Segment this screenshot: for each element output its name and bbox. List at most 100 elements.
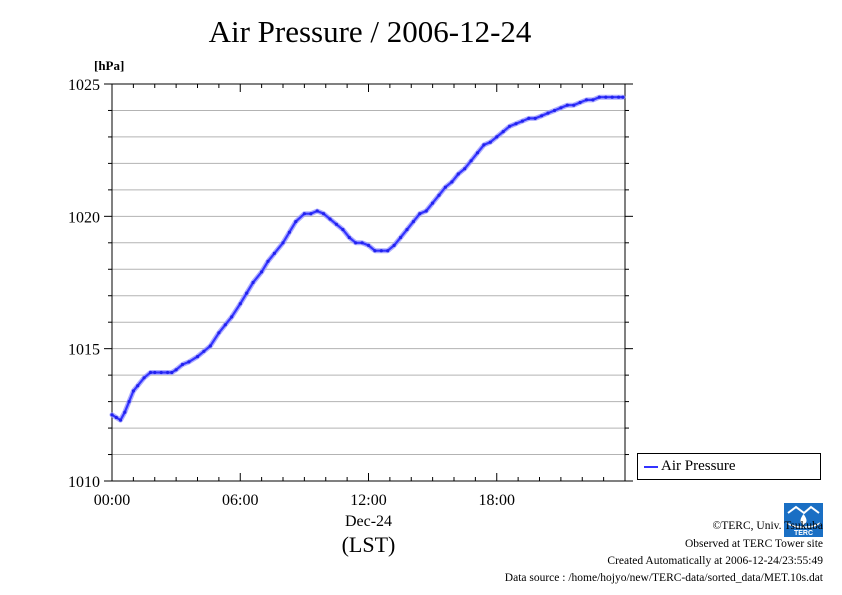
data-point — [110, 413, 114, 417]
data-point — [399, 235, 403, 240]
data-point — [123, 410, 127, 414]
data-point — [488, 140, 492, 144]
data-point — [328, 217, 332, 221]
legend-swatch — [644, 466, 658, 468]
data-point — [379, 249, 383, 253]
data-point — [411, 220, 415, 224]
axis-labels: 1010 1015 1020 1025 00:00 06:00 12:00 18:00 [hPa… — [68, 58, 515, 557]
data-point — [514, 122, 518, 126]
data-point — [153, 370, 157, 375]
chart-title: Air Pressure / 2006-12-24 — [208, 14, 532, 49]
data-point — [431, 201, 435, 205]
y-tick-label: 1010 — [68, 474, 100, 491]
data-point — [373, 249, 377, 253]
data-point — [508, 124, 512, 128]
data-point — [309, 212, 313, 216]
y-tick-label: 1020 — [68, 209, 100, 226]
y-tick-label: 1025 — [68, 77, 100, 94]
data-point — [302, 212, 306, 216]
data-point — [223, 323, 227, 327]
data-point — [463, 167, 467, 171]
data-point — [251, 280, 255, 285]
data-point — [501, 130, 505, 134]
data-point — [469, 159, 473, 163]
data-point — [159, 370, 163, 375]
grid-lines — [112, 109, 625, 456]
data-point — [424, 209, 428, 213]
data-point — [170, 370, 174, 375]
data-point — [533, 116, 537, 120]
y-axis-label: [hPa] — [94, 58, 124, 73]
data-point — [482, 143, 486, 147]
data-point — [281, 241, 285, 245]
data-point — [475, 151, 480, 155]
data-point — [520, 119, 525, 123]
data-point — [142, 376, 146, 380]
data-point — [443, 185, 447, 189]
data-point — [208, 344, 212, 348]
data-point — [437, 193, 441, 197]
data-point — [187, 360, 191, 364]
data-point — [347, 235, 351, 240]
data-point — [118, 418, 123, 422]
data-point — [617, 95, 621, 99]
data-point — [174, 368, 178, 372]
data-point — [360, 241, 364, 245]
data-point — [230, 315, 234, 319]
data-point — [341, 228, 345, 232]
data-point — [597, 95, 602, 99]
series-layer — [109, 94, 626, 423]
footer-source: Data source : /home/hojyo/new/TERC-data/… — [504, 572, 823, 584]
axis-ticks — [104, 83, 633, 482]
data-point — [166, 370, 170, 375]
data-point — [527, 116, 531, 120]
x-axis-unit-label: (LST) — [342, 532, 396, 557]
footer-created: Created Automatically at 2006-12-24/23:5… — [607, 555, 823, 567]
data-point — [610, 95, 614, 99]
data-point — [334, 222, 338, 226]
data-point — [366, 243, 371, 247]
data-point — [217, 331, 221, 335]
data-point — [546, 111, 550, 115]
data-point — [584, 98, 589, 102]
data-point — [287, 230, 291, 234]
data-point — [131, 389, 135, 393]
x-tick-label: 06:00 — [222, 492, 258, 509]
data-point — [572, 103, 576, 107]
data-point — [552, 108, 557, 113]
x-tick-label: 00:00 — [94, 492, 130, 509]
y-tick-label: 1015 — [68, 342, 100, 359]
data-point — [245, 291, 249, 295]
plot-frame — [111, 83, 626, 482]
x-tick-label: 12:00 — [350, 492, 386, 509]
data-point — [456, 172, 460, 176]
data-point — [238, 302, 242, 306]
logo-text: TERC — [794, 530, 813, 537]
data-point — [450, 180, 454, 184]
data-point — [386, 249, 390, 253]
data-point — [315, 209, 319, 213]
data-point — [591, 98, 595, 102]
data-point — [148, 370, 153, 375]
data-point — [266, 259, 270, 263]
data-point — [294, 220, 298, 224]
data-point — [136, 384, 140, 388]
data-point — [565, 103, 569, 107]
footer-copyright: ©TERC, Univ. Tsukuba — [712, 520, 823, 532]
data-point — [559, 106, 563, 110]
data-point — [540, 114, 544, 118]
data-point — [202, 349, 206, 353]
data-point — [405, 228, 409, 232]
data-point — [127, 400, 131, 404]
data-point — [272, 251, 276, 255]
data-point — [322, 212, 326, 216]
data-point — [114, 415, 118, 420]
x-tick-label: 18:00 — [479, 492, 515, 509]
data-point — [354, 241, 358, 245]
data-point — [621, 95, 625, 99]
data-point — [578, 100, 582, 105]
legend: Air Pressure — [637, 453, 821, 480]
legend-label: Air Pressure — [661, 458, 736, 474]
terc-logo-icon: TERC — [784, 503, 823, 537]
